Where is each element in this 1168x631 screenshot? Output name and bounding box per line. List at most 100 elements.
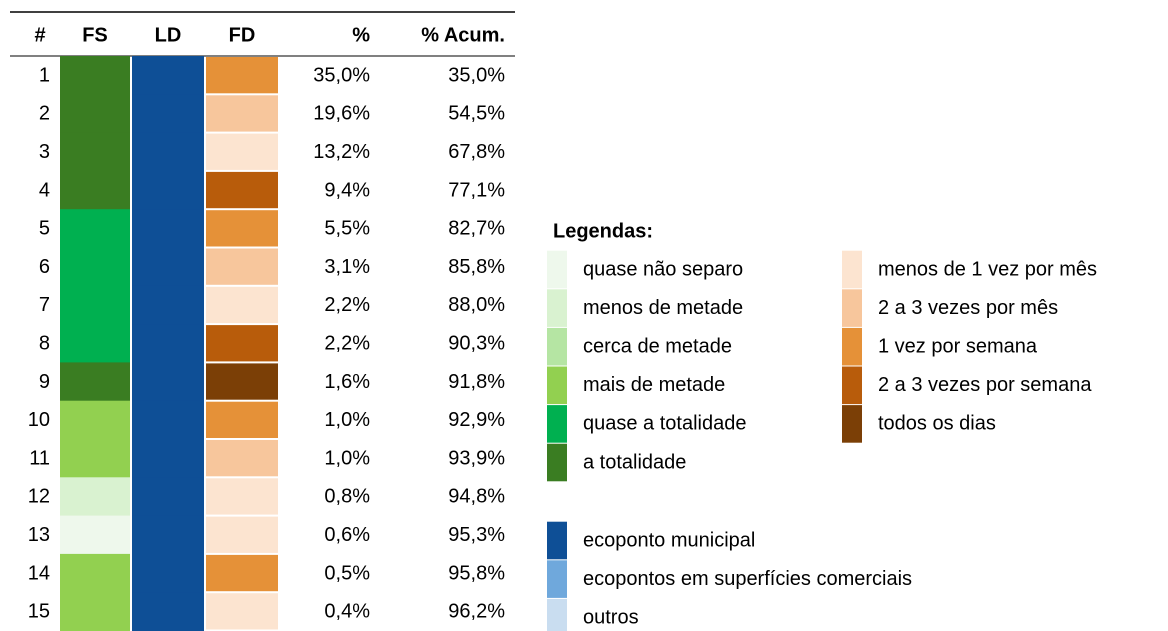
ld-cell (132, 400, 204, 440)
legend-swatch (547, 598, 567, 631)
ld-cell (132, 439, 204, 478)
fs-cell (60, 209, 130, 248)
percent: 0,6% (324, 524, 370, 546)
ld-cell (132, 56, 204, 95)
fd-cell (206, 133, 278, 170)
legend-swatch (842, 289, 862, 327)
percent: 5,5% (324, 218, 370, 240)
cumulative-percent: 88,0% (448, 294, 505, 316)
legend-label: 2 a 3 vezes por mês (878, 297, 1058, 319)
cumulative-percent: 94,8% (448, 486, 505, 508)
row-number: 9 (39, 371, 50, 393)
row-number: 10 (28, 409, 50, 431)
legend-label: 2 a 3 vezes por semana (878, 374, 1092, 396)
percent: 1,0% (324, 447, 370, 469)
fd-cell (206, 478, 278, 515)
row-number: 1 (39, 64, 50, 86)
percent: 13,2% (313, 141, 370, 163)
fd-cell (206, 363, 278, 400)
ld-cell (132, 515, 204, 555)
row-number: 13 (28, 524, 50, 546)
cumulative-percent: 91,8% (448, 371, 505, 393)
row-number: 7 (39, 294, 50, 316)
fs-cell (60, 324, 130, 363)
ld-cell (132, 170, 204, 210)
fd-cell (206, 210, 278, 247)
legend-label: a totalidade (583, 451, 686, 473)
cumulative-percent: 85,8% (448, 256, 505, 278)
ld-cell (132, 247, 204, 287)
row-number: 4 (39, 179, 50, 201)
legend-label: menos de metade (583, 297, 743, 319)
fd-cell (206, 593, 278, 630)
column-header: FD (229, 24, 256, 46)
percent: 35,0% (313, 64, 370, 86)
row-number: 12 (28, 486, 50, 508)
percent: 1,0% (324, 409, 370, 431)
legend-label: menos de 1 vez por mês (878, 258, 1097, 280)
cumulative-percent: 54,5% (448, 103, 505, 125)
percent: 0,8% (324, 486, 370, 508)
fd-cell (206, 57, 278, 94)
cumulative-percent: 90,3% (448, 333, 505, 355)
row-number: 2 (39, 103, 50, 125)
cumulative-percent: 93,9% (448, 447, 505, 469)
legend-label: todos os dias (878, 413, 996, 435)
fs-cell (60, 515, 130, 555)
cumulative-percent: 35,0% (448, 64, 505, 86)
legend-label: ecoponto municipal (583, 529, 755, 551)
legend-label: 1 vez por semana (878, 335, 1038, 357)
legend-swatch (842, 327, 862, 366)
row-number: 14 (28, 562, 50, 584)
fd-cell (206, 286, 278, 324)
legend-label: outros (583, 606, 639, 628)
ld-cell (132, 285, 204, 325)
cumulative-percent: 96,2% (448, 601, 505, 623)
row-number: 3 (39, 141, 50, 163)
ld-cell (132, 94, 204, 134)
legend-label: quase não separo (583, 258, 743, 280)
row-number: 11 (29, 447, 50, 469)
percent: 2,2% (324, 333, 370, 355)
legend-swatch (547, 250, 567, 289)
fs-cell (60, 94, 130, 134)
column-header: # (34, 24, 45, 46)
ld-cell (132, 477, 204, 517)
fs-cell (60, 170, 130, 210)
legend-label: mais de metade (583, 374, 725, 396)
fs-cell (60, 362, 130, 402)
legend-label: cerca de metade (583, 335, 732, 357)
cumulative-percent: 95,3% (448, 524, 505, 546)
legend-swatch (547, 405, 567, 443)
ld-cell (132, 362, 204, 402)
cumulative-percent: 92,9% (448, 409, 505, 431)
ld-cell (132, 209, 204, 248)
fs-cell (60, 553, 130, 593)
column-header: FS (82, 24, 108, 46)
legend-swatch (547, 366, 567, 405)
fd-cell (206, 516, 278, 553)
legend-swatch (547, 443, 567, 482)
ld-cell (132, 324, 204, 363)
legend-label: quase a totalidade (583, 413, 746, 435)
fd-cell (206, 95, 278, 132)
legend-title: Legendas: (553, 220, 653, 242)
legend-swatch (547, 521, 567, 560)
percent: 9,4% (324, 179, 370, 201)
fd-cell (206, 248, 278, 285)
fs-cell (60, 56, 130, 95)
fd-cell (206, 554, 278, 592)
fs-cell (60, 400, 130, 440)
fs-cell (60, 285, 130, 325)
cumulative-percent: 95,8% (448, 562, 505, 584)
percent: 19,6% (313, 103, 370, 125)
fs-cell (60, 439, 130, 478)
percent: 3,1% (324, 256, 370, 278)
legend-swatch (547, 327, 567, 366)
ld-cell (132, 553, 204, 593)
cumulative-percent: 67,8% (448, 141, 505, 163)
ld-cell (132, 592, 204, 631)
percent: 0,4% (324, 601, 370, 623)
